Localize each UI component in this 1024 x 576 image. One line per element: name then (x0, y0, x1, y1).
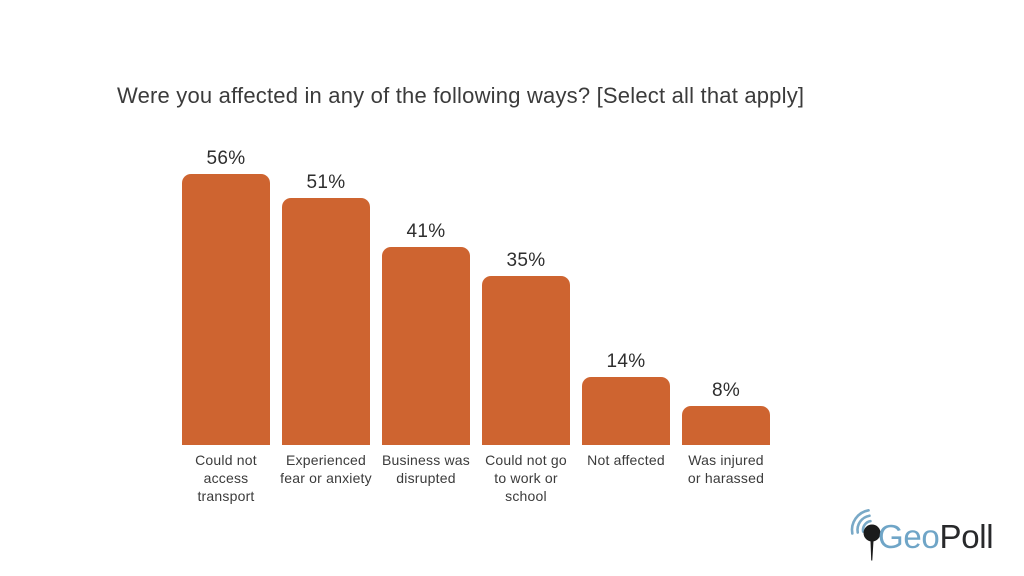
bar-cell: 8% (676, 380, 776, 445)
bar-cell: 56% (176, 148, 276, 445)
logo-text-poll: Poll (939, 518, 994, 555)
bar (282, 198, 370, 445)
category-label: Was injured or harassed (676, 451, 776, 505)
bar-cell: 35% (476, 250, 576, 445)
geopoll-wordmark: GeoPoll (878, 518, 994, 556)
bar-value-label: 41% (406, 221, 446, 242)
category-label-line: Was injured (688, 452, 764, 468)
category-label: Business was disrupted (376, 451, 476, 505)
category-label-line: Not affected (587, 452, 665, 468)
category-label-line: to work or (494, 470, 558, 486)
category-label-line: Could not go (485, 452, 567, 468)
category-label: Experienced fear or anxiety (276, 451, 376, 505)
bar-value-label: 35% (506, 250, 546, 271)
bar (182, 174, 270, 445)
category-label-line: transport (197, 488, 255, 504)
bar (682, 406, 770, 445)
category-label-line: Could not (195, 452, 257, 468)
bar-value-label: 56% (206, 148, 246, 169)
category-label: Could not access transport (176, 451, 276, 505)
geopoll-logo: GeoPoll (846, 500, 1018, 564)
category-label: Could not go to work or school (476, 451, 576, 505)
bar-cell: 41% (376, 221, 476, 445)
bar (382, 247, 470, 445)
bar-chart: 56% 51% 41% 35% 14% 8% (176, 148, 776, 445)
category-label: Not affected (576, 451, 676, 505)
category-label-line: Experienced (285, 452, 367, 468)
bar-value-label: 8% (711, 380, 741, 401)
bar-cell: 51% (276, 172, 376, 445)
bar-cell: 14% (576, 351, 676, 445)
category-label-line: access (203, 470, 249, 486)
category-label-line: or harassed (687, 470, 765, 486)
chart-title: Were you affected in any of the followin… (117, 83, 805, 108)
bar (582, 377, 670, 445)
signal-pin-icon (850, 509, 881, 561)
bar (482, 276, 570, 445)
category-label-line: school (505, 488, 547, 504)
category-labels: Could not access transport Experienced fear … (176, 451, 776, 505)
bar-value-label: 51% (306, 172, 346, 193)
logo-text-geo: Geo (878, 518, 940, 555)
category-label-line: fear or anxiety (280, 470, 372, 486)
category-label-line: disrupted (396, 470, 456, 486)
bar-value-label: 14% (606, 351, 646, 372)
category-label-line: Business was (382, 452, 470, 468)
